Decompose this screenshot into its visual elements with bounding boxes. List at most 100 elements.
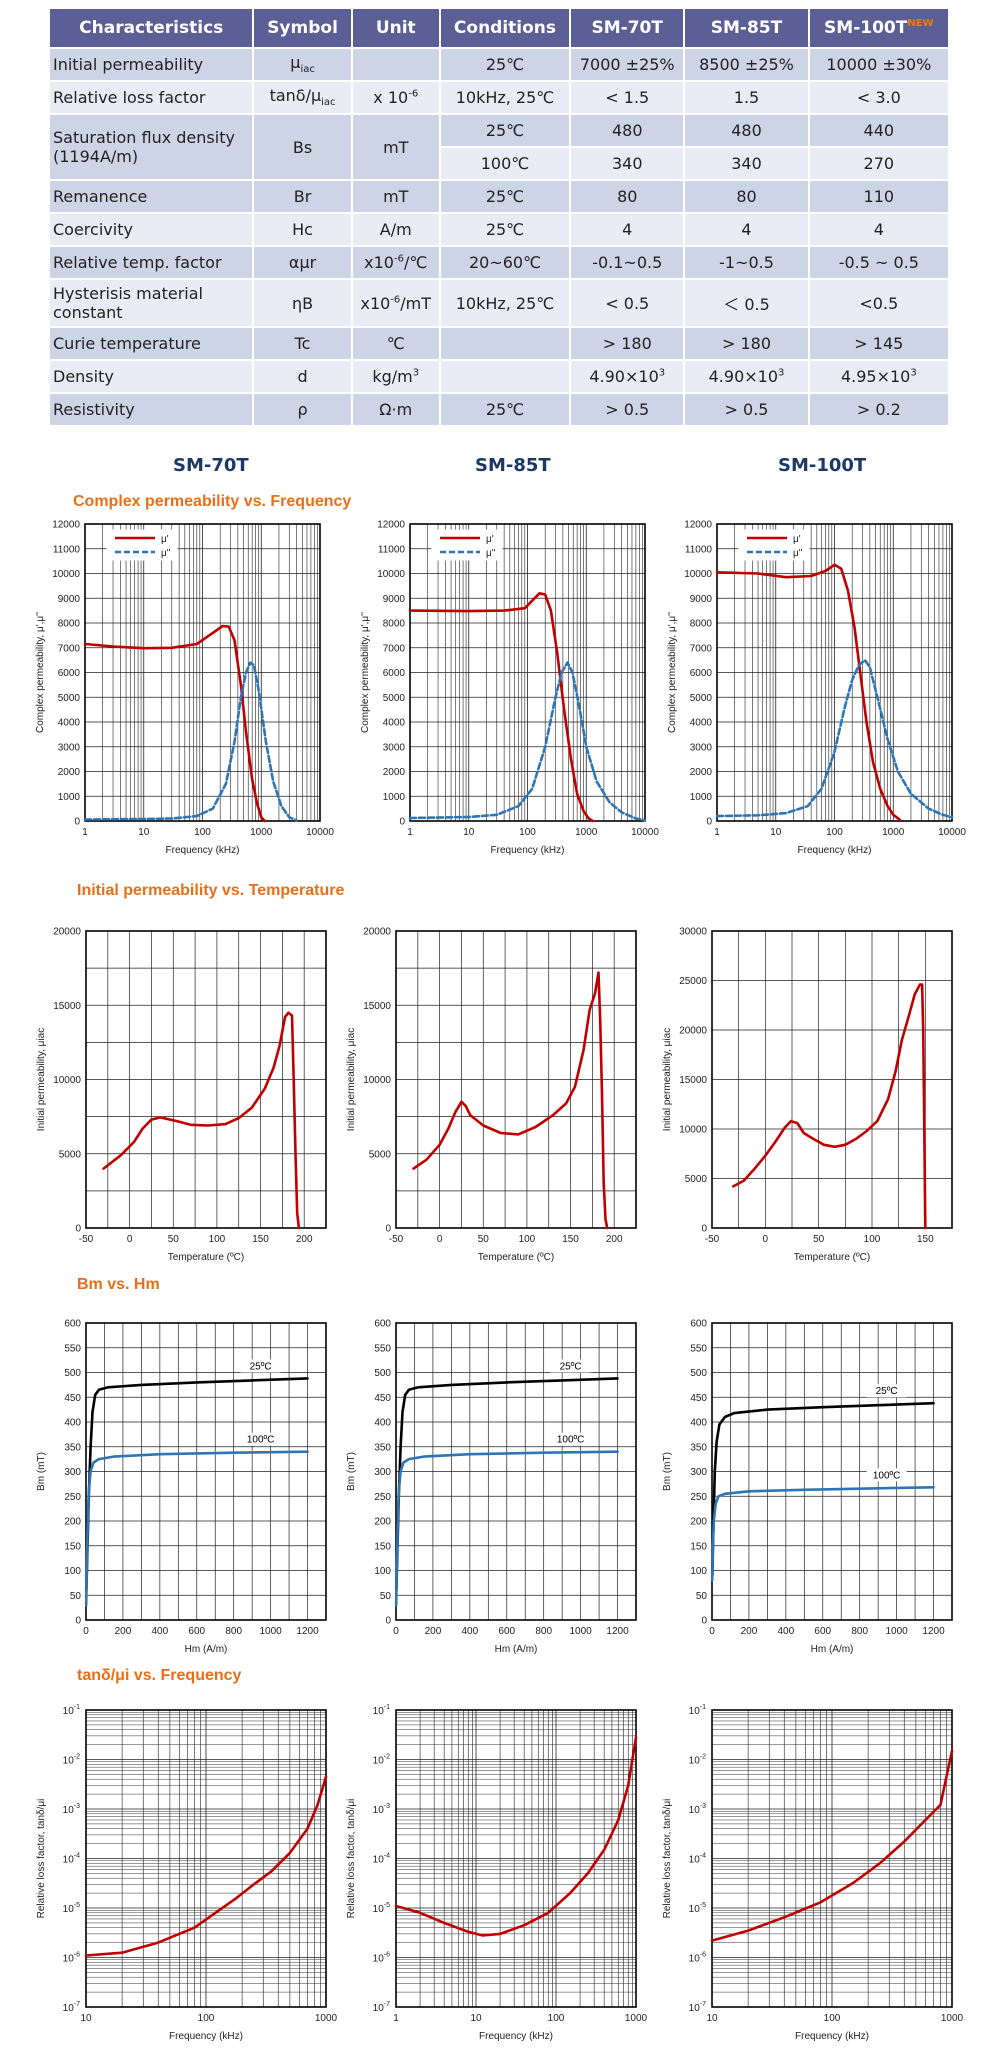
x-tick-label: 1 (407, 827, 413, 838)
y-tick-label: 8000 (58, 619, 81, 630)
row-label: Hysterisis material constant (50, 280, 253, 326)
x-tick-label: -50 (705, 1234, 720, 1245)
row-label: Resistivity (50, 394, 253, 425)
y-tick-label: 0 (385, 1224, 391, 1235)
x-tick-label: 100 (194, 827, 211, 838)
row-label: Curie temperature (50, 328, 253, 359)
y-tick-label: 11000 (53, 544, 81, 555)
row-value-sm85t: 1.5 (685, 82, 808, 113)
y-tick-label: 25000 (679, 976, 707, 987)
y-tick-label: 0 (706, 817, 712, 828)
x-tick-label: 100 (864, 1234, 881, 1245)
x-tick-label: 200 (606, 1234, 623, 1245)
row-condition: 10kHz, 25℃ (440, 82, 570, 113)
gridlines (711, 930, 953, 1229)
x-tick-label: 100 (519, 827, 536, 838)
x-tick-label: 10 (770, 827, 782, 838)
y-tick-label: 4000 (383, 718, 406, 729)
row-symbol: Hc (254, 214, 351, 245)
row-label: Remanence (50, 181, 253, 212)
row-value-sm85t: -1~0.5 (685, 247, 808, 278)
y-axis-label: Initial permeability, μiac (346, 1028, 357, 1131)
x-tick-label: 400 (462, 1626, 479, 1637)
y-axis-label: Bm (mT) (346, 1452, 357, 1491)
series-label-bg (240, 1359, 281, 1373)
gridlines (85, 1322, 327, 1621)
y-tick-label: 10000 (53, 1075, 81, 1086)
x-axis-label: Hm (A/m) (185, 1644, 228, 1655)
x-tick-label: 1 (82, 827, 88, 838)
plot-frame (85, 1322, 327, 1621)
row-unit: mT (352, 115, 439, 179)
legend-label: μ'' (161, 548, 171, 559)
legend-label: μ' (486, 534, 494, 545)
row-value-sm70t: 7000 ±25% (571, 49, 684, 80)
x-axis-label: Frequency (kHz) (166, 845, 240, 856)
y-tick-label: 3000 (383, 742, 406, 753)
x-tick-label: 1200 (922, 1626, 945, 1637)
y-tick-label: 10-7 (63, 2001, 80, 2014)
series-line (711, 1401, 935, 1577)
y-axis-label: Complex permeability, μ',μ'' (360, 612, 371, 733)
y-tick-label: 150 (64, 1541, 81, 1552)
x-tick-label: 150 (917, 1234, 934, 1245)
section-title-loss-factor: tanδ/μi vs. Frequency (77, 1667, 242, 1684)
x-axis-label: Frequency (kHz) (795, 2031, 869, 2042)
header-sm85t: SM-85T (685, 9, 808, 47)
gridlines (409, 523, 646, 822)
row-value-sm70t: 4 (571, 214, 684, 245)
y-tick-label: 500 (374, 1368, 391, 1379)
y-tick-label: 450 (64, 1393, 81, 1404)
y-tick-label: 10-1 (63, 1704, 80, 1717)
chart-loss-factor-sm70t: 10 100 1000 10-7 10-6 10-5 10-4 10-3 10-2 10-1 Fre… (36, 1704, 338, 2042)
y-tick-label: 150 (690, 1541, 707, 1552)
y-tick-label: 10-3 (373, 1803, 390, 1816)
row-unit: x10-6/mT (352, 280, 439, 326)
y-tick-label: 15000 (53, 1001, 81, 1012)
series-label: 100ºC (557, 1435, 585, 1446)
y-tick-label: 0 (399, 817, 405, 828)
row-value-sm70t: > 0.5 (571, 394, 684, 425)
plot-frame (711, 1322, 953, 1621)
y-tick-label: 100 (374, 1566, 391, 1577)
x-tick-label: 600 (188, 1626, 205, 1637)
row-value-sm100t: <0.5 (809, 280, 948, 326)
series-label: 25ºC (560, 1361, 582, 1372)
x-axis-label: Frequency (kHz) (798, 845, 872, 856)
series-label-bg (550, 1432, 591, 1446)
row-label: Coercivity (50, 214, 253, 245)
y-tick-label: 12000 (684, 520, 712, 531)
x-axis-label: Temperature (ºC) (478, 1252, 554, 1263)
series-line (715, 658, 954, 819)
row-symbol: tanδ/μiac (254, 82, 351, 113)
y-tick-label: 200 (690, 1517, 707, 1528)
x-tick-label: 50 (813, 1234, 825, 1245)
y-tick-label: 8000 (690, 619, 713, 630)
x-axis-label: Hm (A/m) (495, 1644, 538, 1655)
chart-loss-factor-sm100t: 10 100 1000 10-7 10-6 10-5 10-4 10-3 10-2 10-1 Fre… (662, 1704, 964, 2042)
y-tick-label: 50 (70, 1591, 82, 1602)
x-tick-label: 100 (198, 2013, 215, 2024)
row-value-sm100t: > 0.2 (809, 394, 948, 425)
y-tick-label: 0 (701, 1616, 707, 1627)
y-tick-label: 250 (64, 1492, 81, 1503)
x-tick-label: 0 (393, 1626, 399, 1637)
series-line (710, 1749, 954, 1942)
row-value-sm100t: 4 (809, 214, 948, 245)
model-label-sm100t: SM-100T (778, 455, 867, 476)
row-value-sm100t: < 3.0 (809, 82, 948, 113)
y-tick-label: 0 (75, 1616, 81, 1627)
row-value-sm85t: 340 (685, 148, 808, 179)
x-tick-label: 200 (296, 1234, 313, 1245)
y-tick-label: 200 (374, 1517, 391, 1528)
y-tick-label: 10-7 (373, 2001, 390, 2014)
series-label: 100ºC (873, 1470, 901, 1481)
row-unit: A/m (352, 214, 439, 245)
y-tick-label: 20000 (363, 927, 391, 938)
gridlines (395, 930, 637, 1229)
legend-label: μ'' (486, 548, 496, 559)
series-label: 25ºC (250, 1361, 272, 1372)
x-tick-label: 0 (127, 1234, 133, 1245)
y-tick-label: 6000 (58, 668, 81, 679)
series-line (83, 661, 298, 822)
